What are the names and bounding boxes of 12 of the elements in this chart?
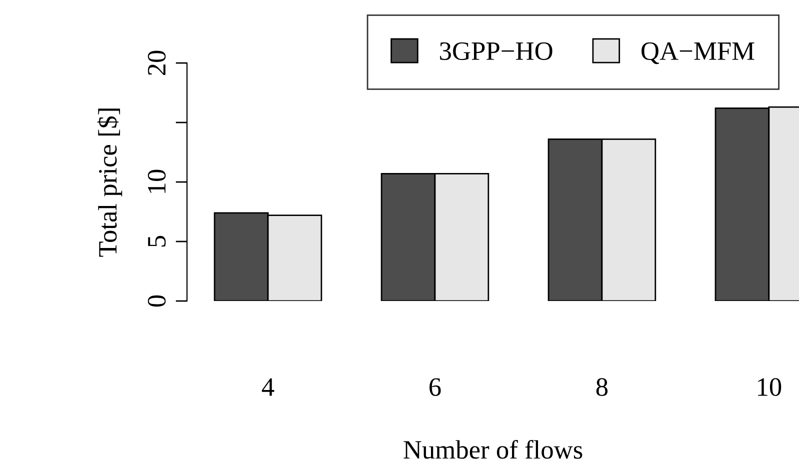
x-tick-label: 6	[430, 378, 441, 396]
x-tick-label: 10	[758, 378, 782, 396]
y-tick-label: 10	[148, 170, 166, 193]
y-tick-label: 0	[148, 295, 166, 307]
y-tick-label: 5	[148, 236, 166, 247]
x-tick-label: 4	[262, 378, 274, 396]
legend-label: QA−MFM	[642, 42, 754, 64]
y-tick-label: 20	[148, 50, 166, 76]
legend-label: 3GPP−HO	[440, 42, 552, 60]
y-axis-title: Total price [$]	[97, 108, 122, 257]
x-axis-title: Number of flows	[404, 440, 582, 459]
x-tick-label: 8	[596, 378, 608, 396]
